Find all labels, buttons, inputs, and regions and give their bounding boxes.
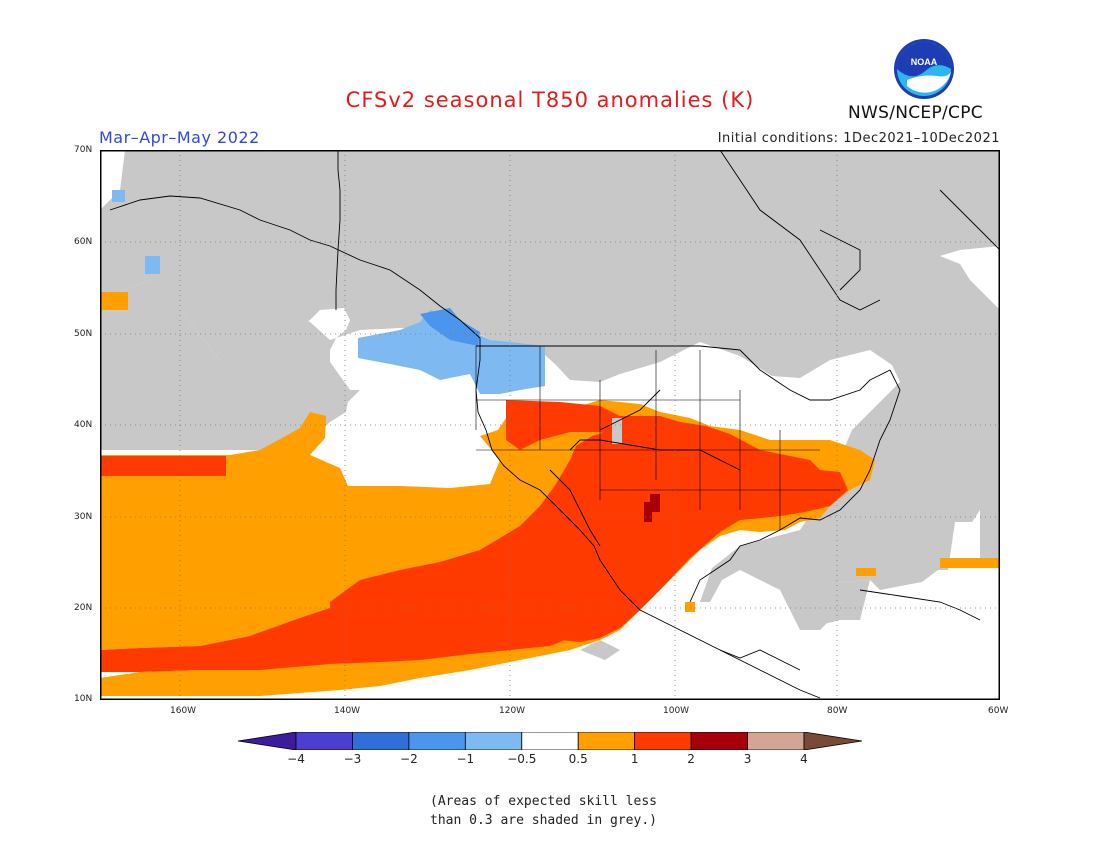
legend-tick-label: 2 bbox=[687, 752, 695, 766]
anomaly-map bbox=[100, 150, 1000, 700]
lon-label: 80W bbox=[827, 706, 848, 716]
medium-blue-area bbox=[420, 308, 480, 346]
legend-arrow-high bbox=[803, 732, 862, 750]
legend-tick-label: −0.5 bbox=[507, 752, 537, 766]
state-borders bbox=[475, 346, 840, 530]
lat-label: 70N bbox=[74, 145, 93, 155]
red-area bbox=[100, 400, 848, 672]
lat-label: 20N bbox=[74, 603, 93, 613]
light-blue-area bbox=[112, 190, 545, 394]
legend-tick-label: 1 bbox=[630, 752, 639, 766]
grid bbox=[100, 150, 1000, 700]
legend-swatch bbox=[577, 732, 636, 750]
noaa-logo-icon: NOAA bbox=[894, 39, 954, 99]
legend-swatch bbox=[408, 732, 466, 750]
season-label: Mar–Apr–May 2022 bbox=[99, 128, 260, 147]
legend-tick-label: −1 bbox=[456, 752, 475, 766]
lat-label: 10N bbox=[74, 694, 93, 704]
noaa-logo-text: NOAA bbox=[911, 57, 938, 67]
legend-swatch bbox=[295, 732, 353, 750]
legend-tick-label: −3 bbox=[343, 752, 362, 766]
dark-red-area bbox=[644, 494, 660, 522]
lon-label: 160W bbox=[170, 706, 197, 716]
legend-swatch bbox=[352, 732, 410, 750]
legend-swatch bbox=[634, 732, 692, 750]
lon-label: 100W bbox=[663, 706, 690, 716]
lat-label: 40N bbox=[74, 420, 93, 430]
legend-tick-label: 4 bbox=[800, 752, 808, 766]
skill-note: (Areas of expected skill less than 0.3 a… bbox=[430, 792, 770, 830]
lon-label: 60W bbox=[988, 706, 1009, 716]
legend-swatch bbox=[690, 732, 748, 750]
lat-label: 50N bbox=[74, 329, 93, 339]
lat-label: 60N bbox=[74, 237, 93, 247]
legend-swatch bbox=[747, 732, 805, 750]
legend-arrow-low bbox=[238, 732, 297, 750]
skill-note-line-1: (Areas of expected skill less bbox=[430, 794, 657, 809]
grey-patch bbox=[612, 418, 622, 444]
skill-note-line-2: than 0.3 are shaded in grey.) bbox=[430, 813, 657, 828]
lon-label: 120W bbox=[499, 706, 526, 716]
chart-title: CFSv2 seasonal T850 anomalies (K) bbox=[345, 88, 755, 112]
color-legend bbox=[238, 732, 862, 750]
legend-tick-label: −2 bbox=[400, 752, 418, 766]
organization-label: NWS/NCEP/CPC bbox=[848, 103, 983, 123]
legend-tick-label: 3 bbox=[743, 752, 752, 766]
lon-label: 140W bbox=[334, 706, 361, 716]
legend-tick-label: −4 bbox=[287, 752, 305, 766]
lat-label: 30N bbox=[74, 512, 93, 522]
legend-swatch bbox=[464, 732, 523, 750]
initial-conditions-label: Initial conditions: 1Dec2021–10Dec2021 bbox=[717, 131, 1000, 146]
legend-swatch bbox=[521, 732, 579, 750]
legend-tick-label: 0.5 bbox=[568, 752, 588, 766]
